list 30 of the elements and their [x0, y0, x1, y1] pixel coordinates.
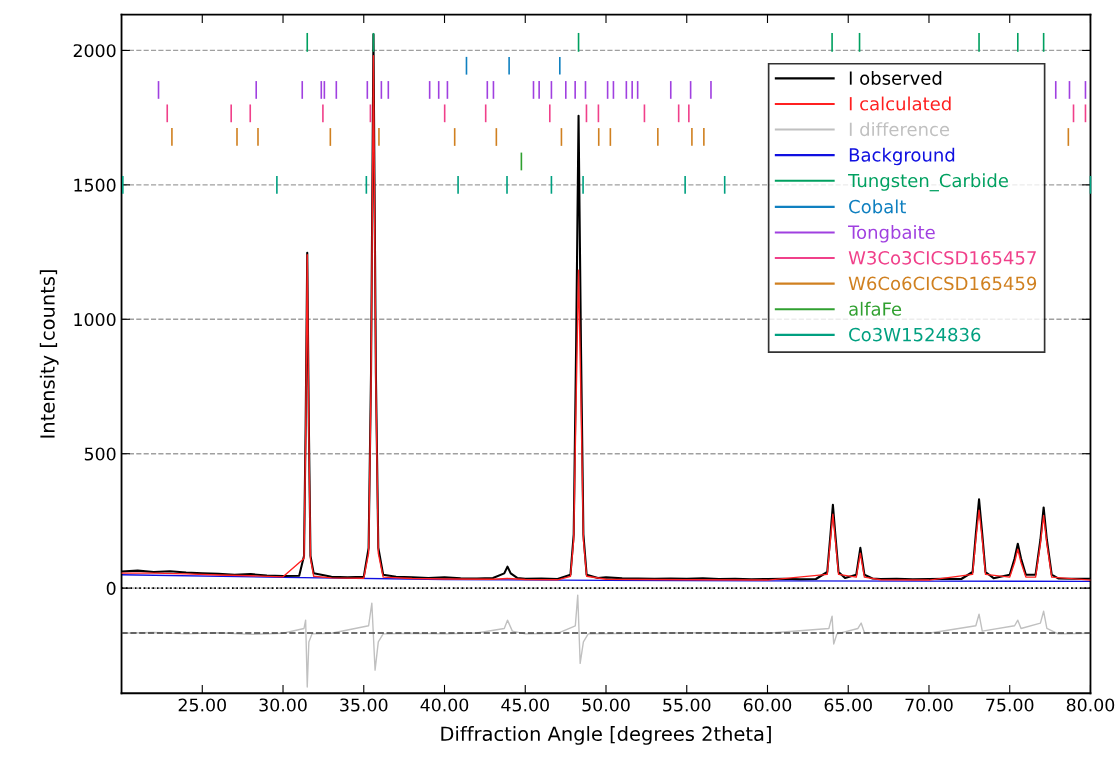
legend-label: Tongbaite: [848, 225, 935, 243]
legend-label: Cobalt: [849, 199, 906, 214]
x-tick-label: 45.00: [501, 698, 549, 712]
x-tick-label: 70.00: [905, 698, 953, 712]
x-axis-title: Diffraction Angle [degrees 2theta]: [441, 726, 771, 745]
x-tick-label: 75.00: [986, 698, 1034, 712]
y-tick-label: 2000: [73, 44, 116, 58]
y-axis-title: Intensity [counts]: [39, 270, 59, 438]
x-tick-label: 30.00: [259, 698, 307, 712]
x-tick-label: 55.00: [663, 698, 711, 712]
x-tick-label: 80.00: [1066, 698, 1115, 712]
y-tick-label: 1000: [74, 312, 116, 327]
legend-label: W3Co3CICSD165457: [848, 250, 1036, 265]
x-tick-label: 25.00: [178, 698, 226, 712]
legend-label: W6Co6CICSD165459: [848, 276, 1037, 291]
x-tick-label: 35.00: [340, 698, 388, 712]
x-tick-label: 50.00: [582, 698, 630, 712]
legend-label: I observed: [849, 70, 942, 85]
legend-label: I calculated: [849, 96, 951, 111]
x-tick-label: 65.00: [824, 698, 872, 712]
legend-label: Co3W1524836: [849, 327, 981, 342]
x-tick-label: 60.00: [743, 698, 792, 712]
legend-label: I difference: [849, 122, 950, 137]
y-tick-label: 0: [106, 581, 116, 595]
legend-label: Tungsten_Carbide: [848, 173, 1008, 192]
y-tick-label: 500: [84, 447, 116, 461]
x-tick-label: 40.00: [420, 698, 469, 712]
legend-label: Background: [849, 147, 955, 166]
legend-label: alfaFe: [849, 301, 902, 316]
y-tick-label: 1500: [74, 178, 116, 192]
